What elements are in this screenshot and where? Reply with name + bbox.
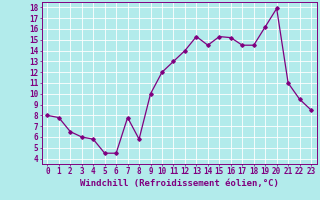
X-axis label: Windchill (Refroidissement éolien,°C): Windchill (Refroidissement éolien,°C) <box>80 179 279 188</box>
